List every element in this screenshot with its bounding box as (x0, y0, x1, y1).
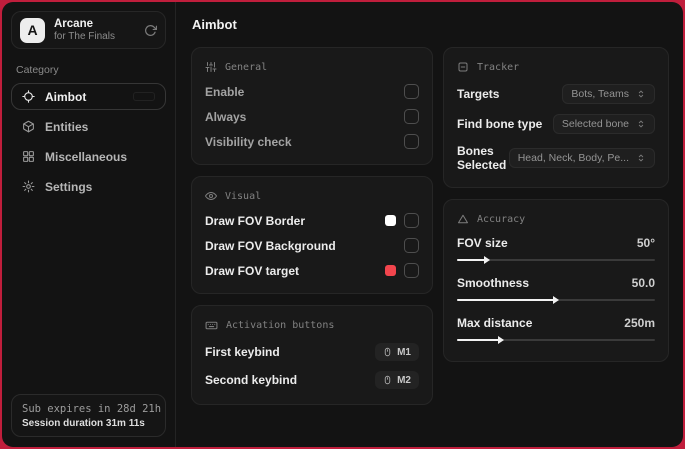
sub-expiry-text: Sub expires in 28d 21h (22, 403, 162, 415)
fov-target-color-swatch[interactable] (385, 265, 396, 276)
category-label: Category (16, 64, 59, 76)
card-title: Visual (225, 190, 262, 202)
sidebar: A Arcane for The Finals Category Aimbot (2, 2, 176, 447)
triangle-icon (457, 213, 469, 225)
setting-row-second-keybind: Second keybind M2 (205, 366, 419, 394)
app-logo: A (20, 17, 45, 43)
crosshair-icon (22, 90, 35, 103)
app-title: Arcane (54, 17, 93, 30)
sidebar-item-miscellaneous[interactable]: Miscellaneous (11, 143, 166, 170)
setting-row-visibility-check: Visibility check (205, 129, 419, 154)
app-subtitle: for The Finals (54, 30, 115, 42)
tracker-card: Tracker Targets Bots, Teams Find bone ty… (443, 47, 669, 188)
sidebar-item-entities[interactable]: Entities (11, 113, 166, 140)
find-bone-type-dropdown[interactable]: Selected bone (552, 114, 655, 134)
bones-selected-dropdown[interactable]: Head, Neck, Body, Pe... (508, 148, 655, 168)
chevron-updown-icon (636, 119, 646, 129)
activation-buttons-card: Activation buttons First keybind M1 Seco… (191, 305, 433, 405)
chevron-updown-icon (636, 89, 646, 99)
accuracy-card: Accuracy FOV size 50° Smoothness (443, 199, 669, 362)
sidebar-nav: Aimbot Entities Miscellaneous Settings (11, 83, 166, 200)
setting-row-fov-size: FOV size 50° (457, 231, 655, 271)
draw-fov-background-checkbox[interactable] (404, 238, 419, 253)
enable-checkbox[interactable] (404, 84, 419, 99)
sidebar-item-label: Miscellaneous (45, 149, 128, 164)
setting-row-find-bone-type: Find bone type Selected bone (457, 109, 655, 139)
cube-icon (22, 120, 35, 133)
mouse-icon (383, 374, 392, 386)
scan-icon (457, 61, 469, 73)
smoothness-value: 50.0 (631, 276, 655, 290)
eye-icon (205, 190, 217, 202)
setting-row-targets: Targets Bots, Teams (457, 79, 655, 109)
targets-dropdown[interactable]: Bots, Teams (562, 84, 655, 104)
sliders-icon (205, 61, 217, 73)
setting-row-smoothness: Smoothness 50.0 (457, 271, 655, 311)
subscription-card: Sub expires in 28d 21h Session duration … (11, 394, 166, 437)
visibility-check-checkbox[interactable] (404, 134, 419, 149)
main-content: Aimbot General Enable Alw (176, 2, 683, 447)
mouse-icon (383, 346, 392, 358)
setting-row-draw-fov-target: Draw FOV target (205, 258, 419, 283)
second-keybind-button[interactable]: M2 (375, 371, 419, 389)
setting-row-draw-fov-border: Draw FOV Border (205, 208, 419, 233)
fov-size-slider[interactable] (457, 256, 655, 264)
keyboard-icon (205, 319, 218, 332)
app-header-card: A Arcane for The Finals (11, 11, 166, 49)
grid-icon (22, 150, 35, 163)
visual-card: Visual Draw FOV Border Draw FOV Backgrou… (191, 176, 433, 294)
setting-row-enable: Enable (205, 79, 419, 104)
sidebar-item-label: Aimbot (45, 89, 87, 104)
setting-row-max-distance: Max distance 250m (457, 311, 655, 351)
sidebar-item-label: Entities (45, 119, 89, 134)
sidebar-item-settings[interactable]: Settings (11, 173, 166, 200)
always-checkbox[interactable] (404, 109, 419, 124)
card-title: Activation buttons (226, 320, 335, 331)
page-title: Aimbot (192, 17, 237, 32)
setting-row-always: Always (205, 104, 419, 129)
first-keybind-button[interactable]: M1 (375, 343, 419, 361)
card-title: Accuracy (477, 213, 526, 225)
setting-row-first-keybind: First keybind M1 (205, 338, 419, 366)
card-title: General (225, 61, 268, 73)
setting-row-draw-fov-background: Draw FOV Background (205, 233, 419, 258)
fov-size-value: 50° (636, 236, 655, 250)
card-title: Tracker (477, 61, 520, 73)
draw-fov-target-checkbox[interactable] (404, 263, 419, 278)
gear-icon (22, 180, 35, 193)
draw-fov-border-checkbox[interactable] (404, 213, 419, 228)
smoothness-slider[interactable] (457, 296, 655, 304)
max-distance-slider[interactable] (457, 336, 655, 344)
refresh-icon[interactable] (144, 24, 157, 37)
fov-border-color-swatch[interactable] (385, 215, 396, 226)
max-distance-value: 250m (624, 316, 655, 330)
setting-row-bones-selected: Bones Selected Head, Neck, Body, Pe... (457, 139, 655, 177)
keybind-hint (133, 92, 155, 101)
sidebar-item-label: Settings (45, 179, 93, 194)
session-duration-text: Session duration 31m 11s (22, 418, 145, 429)
app-title-block: Arcane for The Finals (54, 17, 115, 44)
sidebar-item-aimbot[interactable]: Aimbot (11, 83, 166, 110)
general-card: General Enable Always Visibility check (191, 47, 433, 165)
chevron-updown-icon (636, 153, 646, 163)
